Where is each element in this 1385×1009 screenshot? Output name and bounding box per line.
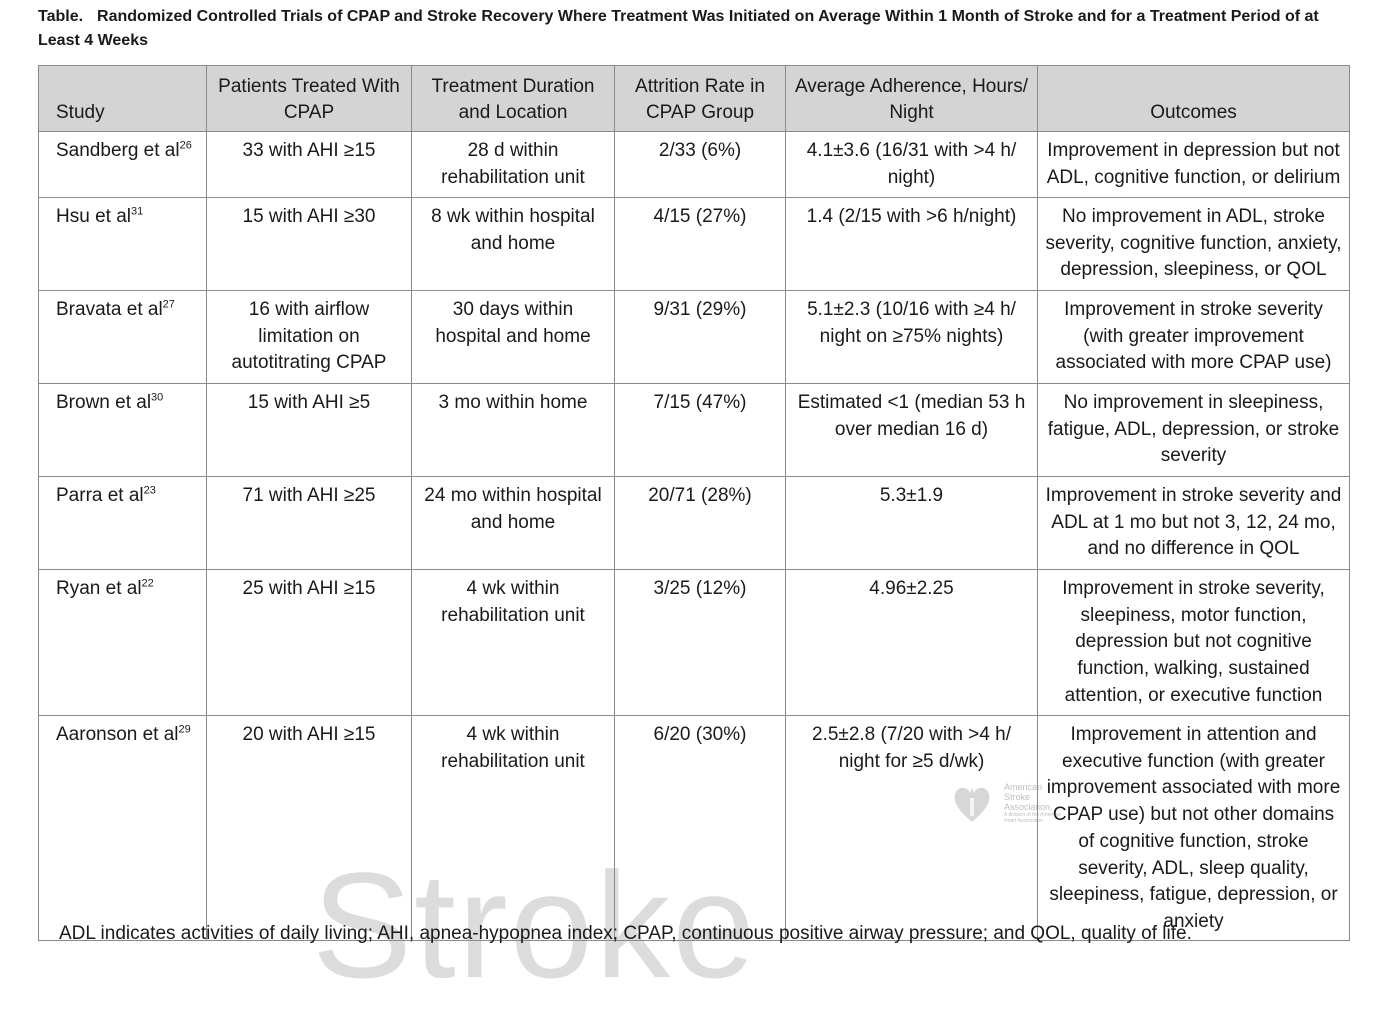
cell-attrition: 4/15 (27%) — [614, 197, 786, 291]
reference-superscript: 22 — [141, 577, 154, 590]
cell-attrition: 9/31 (29%) — [614, 290, 786, 384]
cell-outcomes: Improvement in stroke severity, sleepine… — [1037, 569, 1350, 716]
cell-patients: 15 with AHI ≥30 — [206, 197, 412, 291]
cell-patients: 16 with airflow limitation on autotitrat… — [206, 290, 412, 384]
cell-duration: 24 mo within hospital and home — [411, 476, 615, 570]
cell-outcomes: Improvement in stroke severity (with gre… — [1037, 290, 1350, 384]
reference-superscript: 31 — [130, 205, 144, 218]
table-title: Table. Randomized Controlled Trials of CP… — [38, 5, 1348, 53]
cell-patients: 25 with AHI ≥15 — [206, 569, 412, 716]
table-row: Sandberg et al26 33 with AHI ≥15 28 d wi… — [38, 131, 1350, 198]
header-duration: Treatment Duration and Location — [411, 65, 615, 132]
table-row: Hsu et al31 15 with AHI ≥30 8 wk within … — [38, 197, 1350, 291]
cell-duration: 8 wk within hospital and home — [411, 197, 615, 291]
header-outcomes: Outcomes — [1037, 65, 1350, 132]
table-caption: Randomized Controlled Trials of CPAP and… — [38, 8, 1319, 49]
table-footnote: ADL indicates activities of daily living… — [59, 923, 1192, 944]
heart-torch-icon — [954, 787, 990, 822]
cell-patients: 71 with AHI ≥25 — [206, 476, 412, 570]
table-header-row: Study Patients Treated With CPAP Treatme… — [38, 65, 1350, 132]
cell-outcomes: No improvement in ADL, stroke severity, … — [1037, 197, 1350, 291]
header-adherence: Average Adherence, Hours/ Night — [785, 65, 1038, 132]
cell-outcomes: No improvement in sleepiness, fatigue, A… — [1037, 383, 1350, 477]
cell-outcomes: Improvement in stroke severity and ADL a… — [1037, 476, 1350, 570]
table-row: Ryan et al22 25 with AHI ≥15 4 wk within… — [38, 569, 1350, 716]
american-stroke-association-logo: American Stroke Association. A division … — [952, 782, 1062, 824]
cell-study: Brown et al30 — [38, 383, 207, 477]
header-study: Study — [38, 65, 207, 132]
cell-study: Hsu et al31 — [38, 197, 207, 291]
header-attrition: Attrition Rate in CPAP Group — [614, 65, 786, 132]
cell-duration: 30 days within hospital and home — [411, 290, 615, 384]
cell-attrition: 3/25 (12%) — [614, 569, 786, 716]
cell-duration: 28 d within rehabilitation unit — [411, 131, 615, 198]
cell-outcomes: Improvement in depression but not ADL, c… — [1037, 131, 1350, 198]
cell-adherence: 2.5±2.8 (7/20 with >4 h/ night for ≥5 d/… — [785, 715, 1038, 941]
cell-study: Sandberg et al26 — [38, 131, 207, 198]
cell-adherence: 5.3±1.9 — [785, 476, 1038, 570]
table-row: Aaronson et al29 20 with AHI ≥15 4 wk wi… — [38, 715, 1350, 941]
reference-superscript: 30 — [151, 391, 164, 404]
reference-superscript: 27 — [162, 298, 175, 311]
cell-duration: 4 wk within rehabilitation unit — [411, 569, 615, 716]
cell-duration: 3 mo within home — [411, 383, 615, 477]
cell-attrition: 2/33 (6%) — [614, 131, 786, 198]
cpap-trials-table: Study Patients Treated With CPAP Treatme… — [38, 65, 1350, 941]
cell-duration: 4 wk within rehabilitation unit — [411, 715, 615, 941]
cell-outcomes: Improvement in attention and executive f… — [1037, 715, 1350, 941]
cell-study: Aaronson et al29 — [38, 715, 207, 941]
reference-superscript: 29 — [178, 723, 191, 736]
header-patients: Patients Treated With CPAP — [206, 65, 412, 132]
cell-adherence: 4.1±3.6 (16/31 with >4 h/ night) — [785, 131, 1038, 198]
cell-attrition: 20/71 (28%) — [614, 476, 786, 570]
cell-adherence: 5.1±2.3 (10/16 with ≥4 h/ night on ≥75% … — [785, 290, 1038, 384]
cell-patients: 33 with AHI ≥15 — [206, 131, 412, 198]
cell-patients: 20 with AHI ≥15 — [206, 715, 412, 941]
cell-adherence: 4.96±2.25 — [785, 569, 1038, 716]
cell-attrition: 7/15 (47%) — [614, 383, 786, 477]
table-row: Bravata et al27 16 with airflow limitati… — [38, 290, 1350, 384]
logo-text: American Stroke Association. A division … — [1004, 782, 1062, 824]
cell-adherence: Estimated <1 (median 53 h over median 16… — [785, 383, 1038, 477]
cell-study: Ryan et al22 — [38, 569, 207, 716]
reference-superscript: 26 — [179, 139, 192, 152]
cell-adherence: 1.4 (2/15 with >6 h/night) — [785, 197, 1038, 291]
reference-superscript: 23 — [143, 484, 156, 497]
table-label: Table. — [38, 8, 84, 25]
table-row: Parra et al23 71 with AHI ≥25 24 mo with… — [38, 476, 1350, 570]
cell-study: Parra et al23 — [38, 476, 207, 570]
cell-attrition: 6/20 (30%) — [614, 715, 786, 941]
cell-patients: 15 with AHI ≥5 — [206, 383, 412, 477]
cell-study: Bravata et al27 — [38, 290, 207, 384]
table-row: Brown et al30 15 with AHI ≥5 3 mo within… — [38, 383, 1350, 477]
